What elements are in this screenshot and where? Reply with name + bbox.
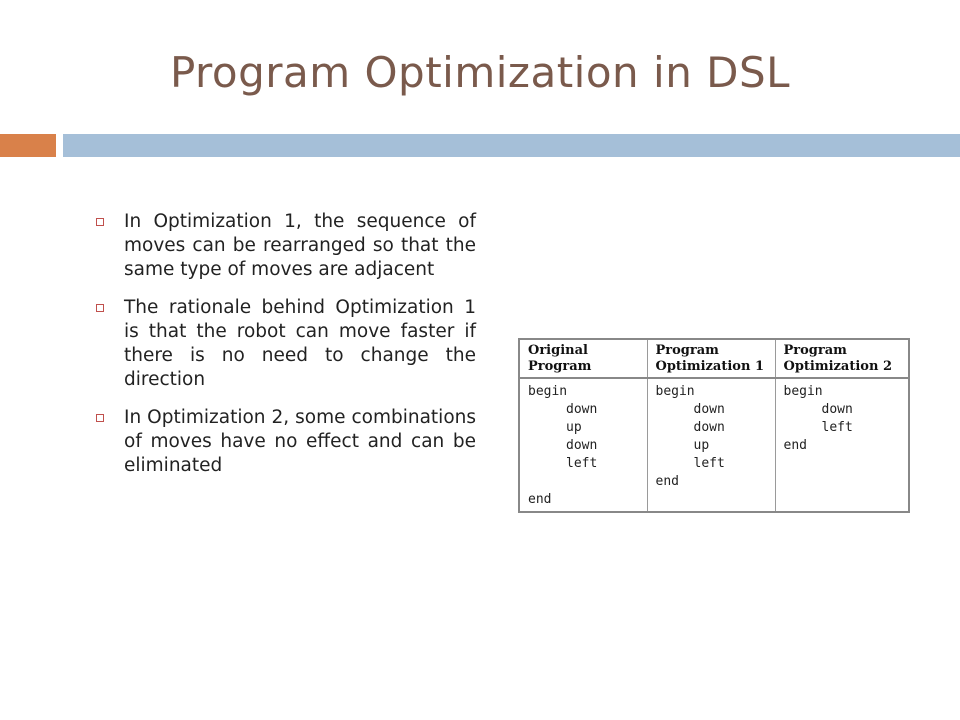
code-end: end [528,492,552,507]
code-move: down [693,420,725,435]
code-move: down [821,402,853,417]
code-begin: begin [528,384,568,399]
square-bullet-icon [96,304,104,312]
code-cell-optimization-1: begin down down up left end [646,377,776,513]
code-cell-optimization-2: begin down left end [774,377,910,513]
bullet-item: The rationale behind Optimization 1 is t… [92,296,476,392]
square-bullet-icon [96,414,104,422]
bullet-list: In Optimization 1, the sequence of moves… [92,210,476,492]
code-move: down [566,438,598,453]
accent-bar-blue [63,134,960,157]
code-move: left [821,420,853,435]
square-bullet-icon [96,218,104,226]
code-end: end [783,438,807,453]
code-end: end [655,474,679,489]
header-original-program: Original Program [518,338,648,379]
header-optimization-1: Program Optimization 1 [646,338,776,379]
bullet-text: In Optimization 2, some combinations of … [124,407,476,476]
code-move: left [693,456,725,471]
accent-bar-orange [0,134,56,157]
bullet-text: In Optimization 1, the sequence of moves… [124,211,476,280]
code-begin: begin [783,384,823,399]
code-move: down [693,402,725,417]
table-header-row: Original Program Program Optimization 1 … [518,338,910,379]
code-move: down [566,402,598,417]
bullet-text: The rationale behind Optimization 1 is t… [124,297,476,390]
code-begin: begin [655,384,695,399]
code-move: left [566,456,598,471]
code-move: up [566,420,582,435]
header-optimization-2: Program Optimization 2 [774,338,910,379]
bullet-item: In Optimization 2, some combinations of … [92,406,476,478]
code-move: up [693,438,710,453]
code-cell-original: begin down up down left end [518,377,648,513]
table-row: begin down up down left end begin down d… [518,377,910,513]
slide-title: Program Optimization in DSL [169,48,791,97]
program-comparison-table: Original Program Program Optimization 1 … [518,338,910,513]
bullet-item: In Optimization 1, the sequence of moves… [92,210,476,282]
